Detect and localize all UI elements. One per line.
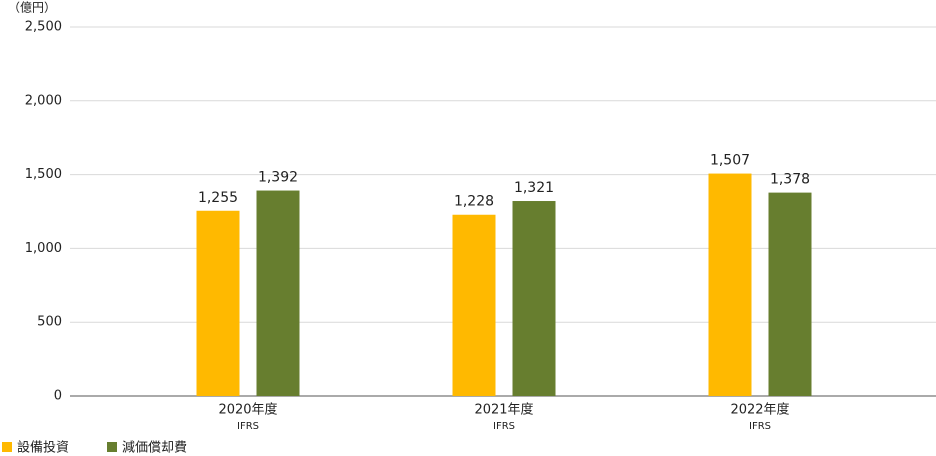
x-tick-label: 2021年度	[474, 402, 533, 418]
value-label: 1,378	[770, 172, 810, 188]
y-unit: （億円）	[8, 1, 56, 15]
y-tick-label: 2,000	[25, 93, 62, 108]
value-label: 1,507	[710, 153, 750, 169]
y-tick-label: 1,000	[25, 241, 62, 256]
bar	[768, 192, 812, 396]
x-tick-note: IFRS	[237, 421, 259, 432]
value-label: 1,255	[198, 190, 238, 206]
bar	[452, 214, 496, 396]
value-label: 1,228	[454, 194, 494, 210]
y-tick-label: 2,500	[25, 20, 62, 35]
legend-swatch	[107, 442, 117, 452]
bar	[196, 210, 240, 396]
legend-swatch	[2, 442, 12, 452]
x-tick-label: 2022年度	[730, 402, 789, 418]
y-tick-label: 500	[37, 315, 62, 330]
legend-label: 減価償却費	[122, 440, 187, 456]
x-tick-label: 2020年度	[218, 402, 277, 418]
value-label: 1,321	[514, 180, 554, 196]
bar	[512, 201, 556, 396]
bar	[256, 190, 300, 396]
y-tick-label: 0	[54, 389, 62, 404]
value-label: 1,392	[258, 170, 298, 186]
legend-label: 設備投資	[17, 440, 69, 456]
x-tick-note: IFRS	[493, 421, 515, 432]
x-tick-note: IFRS	[749, 421, 771, 432]
bar	[708, 173, 752, 396]
y-tick-label: 1,500	[25, 167, 62, 182]
